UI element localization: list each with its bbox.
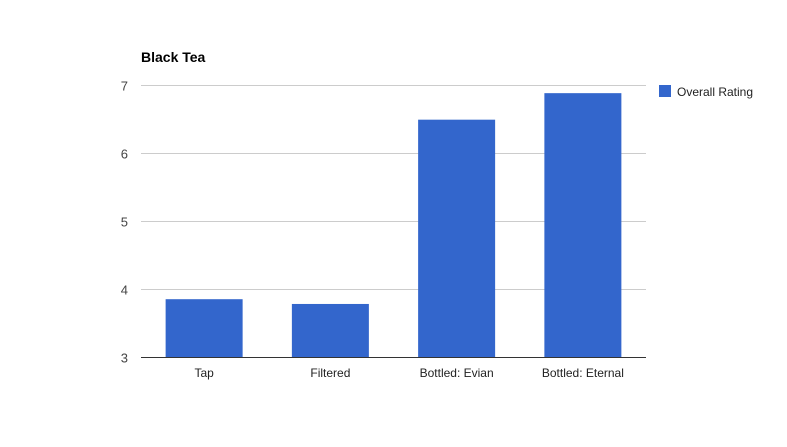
legend-label: Overall Rating (677, 85, 753, 99)
y-tick-label: 4 (121, 283, 128, 298)
bar[interactable] (165, 299, 243, 357)
y-tick-label: 6 (121, 147, 128, 162)
y-tick-label: 5 (121, 215, 128, 230)
bar[interactable] (291, 303, 369, 357)
y-tick-label: 7 (121, 79, 128, 94)
x-tick-label: Tap (194, 366, 214, 380)
legend-swatch (659, 85, 671, 97)
bar[interactable] (544, 93, 622, 357)
chart-title: Black Tea (141, 49, 206, 65)
bar[interactable] (418, 119, 496, 358)
x-tick-label: Bottled: Eternal (542, 366, 624, 380)
y-tick-label: 3 (121, 351, 128, 366)
x-tick-label: Bottled: Evian (420, 366, 494, 380)
x-tick-label: Filtered (310, 366, 350, 380)
